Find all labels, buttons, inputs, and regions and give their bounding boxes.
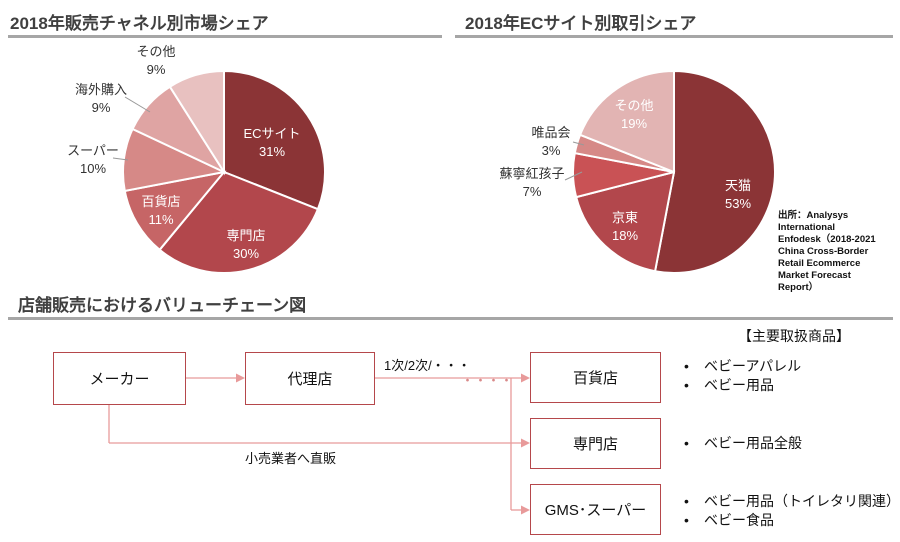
pie-slice [653,69,776,274]
arrow-head [521,373,530,383]
pie-slice [158,170,320,274]
list-item: ベビー食品 [684,511,900,530]
slice-label: 海外購入 [75,82,127,97]
slice-label: 専門店 [226,228,265,243]
source-note: 出所：Analysys International Enfodesk（2018-… [778,210,888,294]
source-line: 出所：Analysys [778,210,849,221]
tiers-label: 1次/2次/・・・ [384,358,471,373]
direct-sale-label: 小売業者へ直販 [245,451,337,466]
pie-slice [223,69,326,211]
pie-slice [574,170,676,273]
leader-line [572,141,585,146]
product-list: ベビー用品全般 [684,434,802,453]
slice-value: 7% [523,184,542,199]
list-item: ベビー用品全般 [684,434,802,453]
pie-slice [578,69,675,174]
product-list: ベビーアパレル ベビー用品 [684,357,801,395]
store-box-gms: GMS･スーパー [530,484,661,535]
main-products-heading: 【主要取扱商品】 [738,328,850,344]
leader-line [112,157,129,161]
maker-box: メーカー [53,352,186,405]
slice-label: 蘇寧紅孩子 [499,166,564,181]
source-line: Report） [778,282,819,293]
slice-value: 9% [92,100,111,115]
source-line: International [778,222,836,233]
slice-value: 53% [725,196,751,211]
slice-label: その他 [614,98,653,113]
slice-label: 唯品会 [531,125,570,140]
slice-label: その他 [136,44,175,59]
arrow-head [236,373,245,383]
slice-label: ECサイト [243,126,300,141]
store-box-department: 百貨店 [530,352,661,403]
source-line: Market Forecast [778,270,851,281]
store-box-specialty: 専門店 [530,418,661,469]
slice-value: 30% [233,246,259,261]
slice-label: 京東 [612,210,638,225]
tiers-dots: ・・・・ [461,373,514,388]
leader-line [564,171,583,181]
slice-label: 百貨店 [141,194,180,209]
pie2-title: 2018年ECサイト別取引シェア [465,14,697,33]
agent-box: 代理店 [245,352,375,405]
arrow-head [521,505,530,515]
list-item: ベビー用品 [684,376,801,395]
product-list: ベビー用品（トイレタリ関連） ベビー食品 [684,492,900,530]
slice-value: 18% [612,228,638,243]
pie-slice [168,69,225,176]
value-chain-title: 店舗販売におけるバリューチェーン図 [18,296,307,315]
slice-value: 10% [80,161,106,176]
list-item: ベビーアパレル [684,357,801,376]
source-line: Enfodesk（2018-2021 [778,234,876,245]
divider [455,35,893,38]
divider [8,35,442,38]
divider [8,317,893,320]
slice-value: 19% [621,116,647,131]
leader-line [124,96,151,113]
slice-label: スーパー [67,143,119,158]
list-item: ベビー用品（トイレタリ関連） [684,492,900,511]
slice-label: 天猫 [725,178,751,193]
pie-slice [123,170,227,252]
slice-value: 3% [542,143,561,158]
slice-value: 9% [147,62,166,77]
pie1-title: 2018年販売チャネル別市場シェア [10,14,269,33]
slice-value: 31% [259,144,285,159]
source-line: China Cross-Border [778,246,869,257]
arrow-head [521,438,530,448]
source-line: Retail Ecommerce [778,258,861,269]
slice-value: 11% [148,212,173,227]
